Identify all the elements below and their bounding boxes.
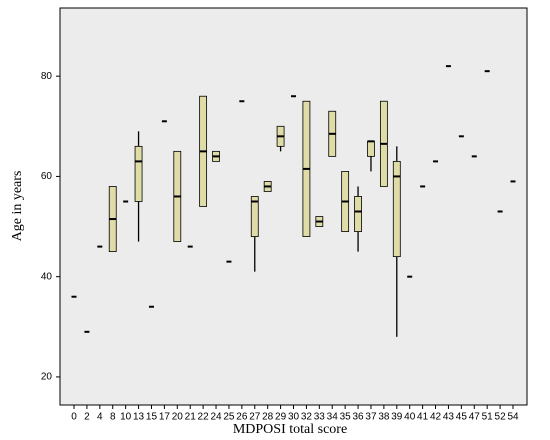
x-tick-label: 20 [172,412,184,423]
x-tick-label: 42 [430,412,442,423]
box [134,145,143,202]
x-tick-label: 17 [159,412,171,423]
x-tick-label: 33 [314,412,326,423]
x-tick-label: 21 [185,412,197,423]
y-tick-label: 20 [41,372,53,383]
y-tick-label: 40 [41,271,53,282]
x-tick-label: 27 [249,412,261,423]
y-axis-label: Age in years [10,171,25,242]
x-tick-label: 37 [365,412,377,423]
x-tick-label: 4 [97,412,103,423]
x-tick-label: 2 [84,412,90,423]
x-tick-label: 13 [133,412,145,423]
plot-area [59,7,528,406]
x-tick-label: 34 [327,412,339,423]
box [250,196,259,237]
x-tick-label: 0 [71,412,77,423]
x-tick-label: 32 [301,412,313,423]
x-tick-label: 28 [262,412,274,423]
x-tick-label: 43 [443,412,455,423]
x-tick-label: 39 [391,412,403,423]
x-tick-label: 26 [236,412,248,423]
x-tick-label: 15 [146,412,158,423]
x-tick-label: 10 [120,412,132,423]
x-tick-label: 22 [198,412,210,423]
x-tick-label: 29 [275,412,287,423]
x-tick-label: 41 [417,412,429,423]
x-tick-label: 51 [482,412,494,423]
x-tick-label: 40 [404,412,416,423]
box [367,140,375,157]
x-tick-label: 38 [378,412,390,423]
x-tick-label: 35 [340,412,352,423]
x-tick-label: 25 [223,412,235,423]
x-tick-label: 8 [110,412,116,423]
x-tick-label: 45 [456,412,468,423]
y-tick-label: 60 [41,171,53,182]
x-tick-label: 54 [507,412,519,423]
x-tick-label: 47 [469,412,481,423]
x-tick-label: 24 [210,412,222,423]
x-tick-label: 36 [352,412,364,423]
y-tick-label: 80 [41,71,53,82]
x-axis-label: MDPOSI total score [233,422,347,437]
box [392,160,401,258]
x-tick-label: 52 [495,412,507,423]
x-tick-label: 30 [288,412,300,423]
box [354,196,362,232]
